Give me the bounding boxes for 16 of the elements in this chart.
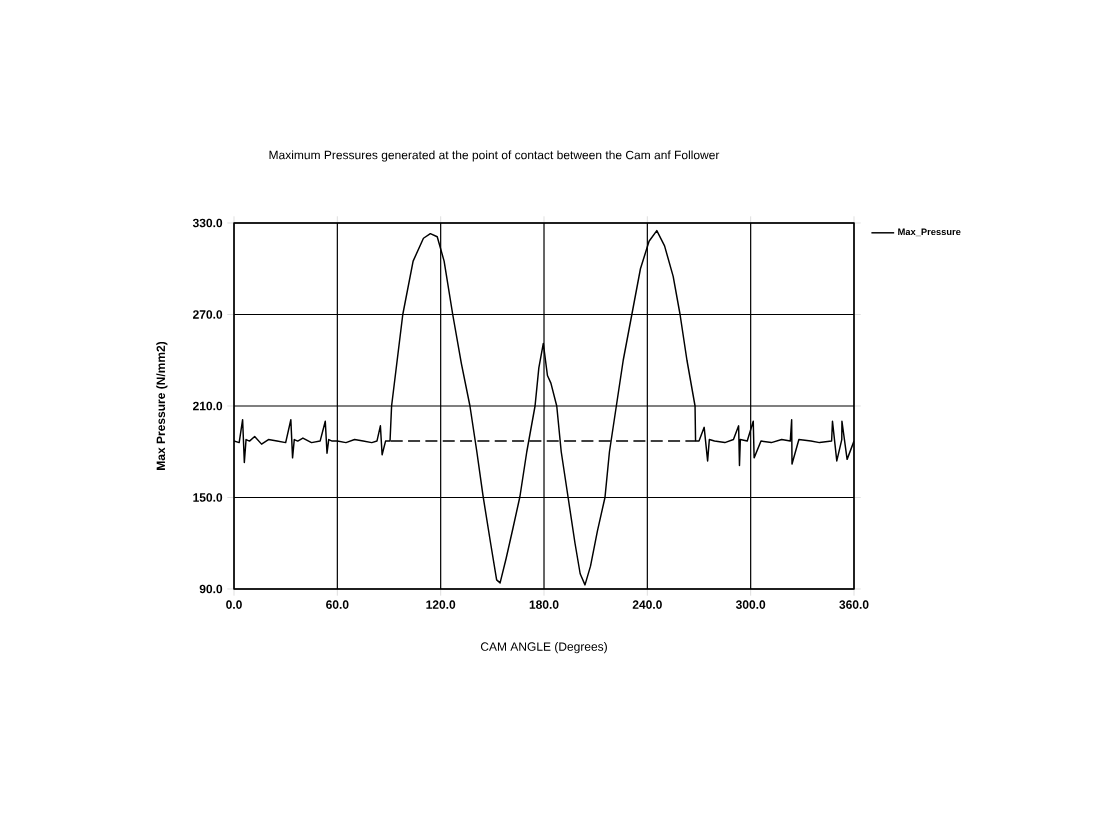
y-tick-label: 90.0 [199,584,223,594]
chart-title: Maximum Pressures generated at the point of contact between the Cam anf Follower [269,150,720,162]
x-tick-label: 60.0 [326,600,349,609]
x-tick-label: 120.0 [426,600,456,609]
x-tick-label: 240.0 [632,600,662,609]
x-tick-label: 180.0 [529,600,559,609]
x-axis-title: CAM ANGLE (Degrees) [480,642,607,654]
x-tick-label: 360.0 [839,600,869,609]
x-tick-label: 0.0 [226,600,242,609]
y-tick-label: 270.0 [193,310,223,319]
y-axis-title: Max Pressure (N/mm2) [156,341,168,470]
x-tick-label: 300.0 [735,600,766,609]
y-tick-label: 150.0 [193,493,223,502]
legend-label: Max_Pressure [898,228,961,237]
y-tick-label: 210.0 [193,401,223,411]
y-tick-label: 330.0 [192,218,223,228]
